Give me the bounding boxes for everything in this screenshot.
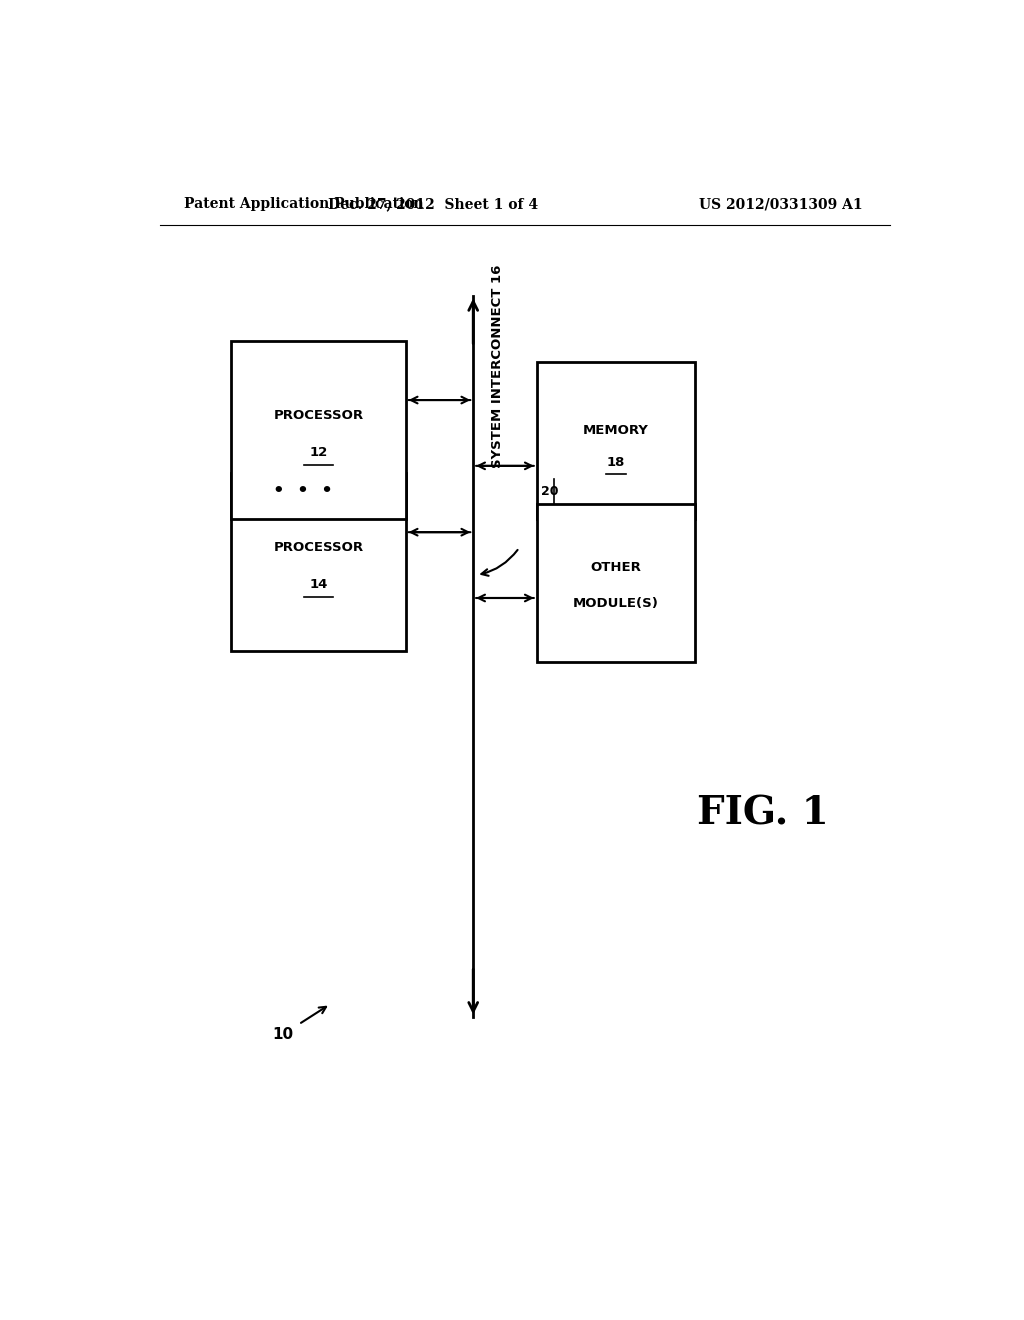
Text: Patent Application Publication: Patent Application Publication: [183, 197, 423, 211]
Text: 12: 12: [309, 446, 328, 459]
Bar: [537, 362, 695, 519]
Text: SYSTEM INTERCONNECT 16: SYSTEM INTERCONNECT 16: [490, 265, 504, 469]
Text: OTHER: OTHER: [591, 561, 641, 574]
Bar: [231, 474, 406, 651]
Text: 14: 14: [309, 578, 328, 591]
Text: PROCESSOR: PROCESSOR: [273, 541, 364, 553]
Bar: [231, 342, 406, 519]
Text: •  •  •: • • •: [272, 482, 333, 500]
Text: US 2012/0331309 A1: US 2012/0331309 A1: [699, 197, 863, 211]
Text: 18: 18: [607, 457, 626, 470]
Text: FIG. 1: FIG. 1: [697, 795, 828, 833]
Bar: [537, 504, 695, 661]
Text: 10: 10: [272, 1027, 293, 1041]
Text: MODULE(S): MODULE(S): [573, 597, 659, 610]
Text: PROCESSOR: PROCESSOR: [273, 409, 364, 421]
Text: MEMORY: MEMORY: [583, 424, 649, 437]
Text: 20: 20: [541, 486, 558, 498]
Text: Dec. 27, 2012  Sheet 1 of 4: Dec. 27, 2012 Sheet 1 of 4: [329, 197, 539, 211]
